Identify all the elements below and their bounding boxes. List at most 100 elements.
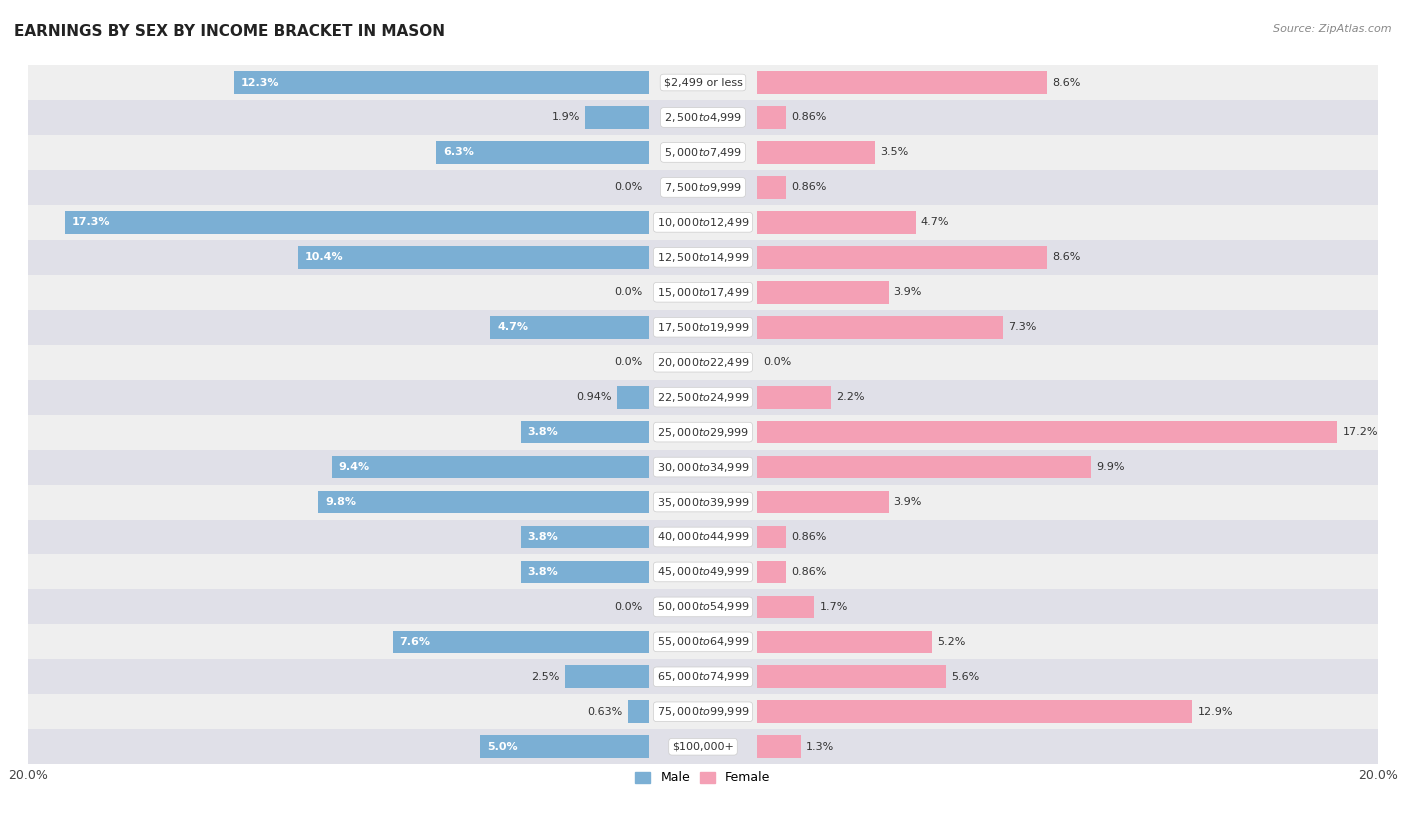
- Text: $25,000 to $29,999: $25,000 to $29,999: [657, 426, 749, 438]
- Text: $100,000+: $100,000+: [672, 741, 734, 752]
- Text: $35,000 to $39,999: $35,000 to $39,999: [657, 496, 749, 508]
- Bar: [28, 624, 1378, 659]
- Bar: [392, 631, 650, 653]
- Text: 1.7%: 1.7%: [820, 602, 848, 612]
- Text: 17.3%: 17.3%: [72, 217, 111, 228]
- Text: $45,000 to $49,999: $45,000 to $49,999: [657, 566, 749, 578]
- Bar: [233, 72, 650, 93]
- Text: 4.7%: 4.7%: [498, 322, 529, 333]
- Bar: [28, 694, 1378, 729]
- Bar: [28, 415, 1378, 450]
- Bar: [756, 631, 932, 653]
- Text: $50,000 to $54,999: $50,000 to $54,999: [657, 601, 749, 613]
- Text: 0.0%: 0.0%: [614, 357, 643, 367]
- Text: 5.2%: 5.2%: [938, 637, 966, 647]
- Bar: [756, 491, 889, 513]
- Bar: [28, 554, 1378, 589]
- Text: $5,000 to $7,499: $5,000 to $7,499: [664, 146, 742, 159]
- Text: 3.5%: 3.5%: [880, 147, 908, 158]
- Bar: [28, 729, 1378, 764]
- Text: 1.3%: 1.3%: [806, 741, 834, 752]
- Text: 0.86%: 0.86%: [792, 182, 827, 193]
- Text: 12.9%: 12.9%: [1198, 706, 1233, 717]
- Bar: [520, 561, 650, 583]
- Bar: [28, 240, 1378, 275]
- Text: $17,500 to $19,999: $17,500 to $19,999: [657, 321, 749, 333]
- Bar: [332, 456, 650, 478]
- Bar: [756, 666, 946, 688]
- Text: 2.2%: 2.2%: [837, 392, 865, 402]
- Bar: [318, 491, 650, 513]
- Bar: [28, 589, 1378, 624]
- Text: 3.9%: 3.9%: [894, 497, 922, 507]
- Bar: [756, 561, 786, 583]
- Text: $22,500 to $24,999: $22,500 to $24,999: [657, 391, 749, 403]
- Bar: [756, 421, 1337, 443]
- Text: 6.3%: 6.3%: [443, 147, 474, 158]
- Text: 0.86%: 0.86%: [792, 112, 827, 123]
- Text: $75,000 to $99,999: $75,000 to $99,999: [657, 706, 749, 718]
- Bar: [756, 107, 786, 128]
- Text: $15,000 to $17,499: $15,000 to $17,499: [657, 286, 749, 298]
- Text: 3.8%: 3.8%: [527, 532, 558, 542]
- Bar: [28, 450, 1378, 485]
- Text: 3.9%: 3.9%: [894, 287, 922, 298]
- Bar: [28, 310, 1378, 345]
- Bar: [28, 275, 1378, 310]
- Text: $30,000 to $34,999: $30,000 to $34,999: [657, 461, 749, 473]
- Bar: [756, 141, 875, 163]
- Bar: [756, 246, 1047, 268]
- Text: 9.4%: 9.4%: [339, 462, 370, 472]
- Bar: [491, 316, 650, 338]
- Bar: [756, 456, 1091, 478]
- Bar: [28, 345, 1378, 380]
- Text: $2,499 or less: $2,499 or less: [664, 77, 742, 88]
- Text: 0.0%: 0.0%: [614, 182, 643, 193]
- Bar: [65, 211, 650, 233]
- Bar: [565, 666, 650, 688]
- Bar: [28, 135, 1378, 170]
- Bar: [520, 526, 650, 548]
- Text: 9.9%: 9.9%: [1097, 462, 1125, 472]
- Text: 0.94%: 0.94%: [576, 392, 612, 402]
- Bar: [756, 211, 915, 233]
- Bar: [298, 246, 650, 268]
- Bar: [436, 141, 650, 163]
- Text: 0.63%: 0.63%: [588, 706, 623, 717]
- Bar: [28, 100, 1378, 135]
- Text: EARNINGS BY SEX BY INCOME BRACKET IN MASON: EARNINGS BY SEX BY INCOME BRACKET IN MAS…: [14, 24, 446, 39]
- Text: 3.8%: 3.8%: [527, 427, 558, 437]
- Text: $12,500 to $14,999: $12,500 to $14,999: [657, 251, 749, 263]
- Text: 0.86%: 0.86%: [792, 567, 827, 577]
- Bar: [520, 421, 650, 443]
- Bar: [756, 176, 786, 198]
- Text: $55,000 to $64,999: $55,000 to $64,999: [657, 636, 749, 648]
- Text: 0.0%: 0.0%: [614, 602, 643, 612]
- Text: 0.86%: 0.86%: [792, 532, 827, 542]
- Text: 8.6%: 8.6%: [1052, 252, 1081, 263]
- Text: 8.6%: 8.6%: [1052, 77, 1081, 88]
- Bar: [756, 596, 814, 618]
- Text: 5.6%: 5.6%: [950, 672, 979, 682]
- Legend: Male, Female: Male, Female: [630, 767, 776, 789]
- Text: 10.4%: 10.4%: [305, 252, 343, 263]
- Text: $2,500 to $4,999: $2,500 to $4,999: [664, 111, 742, 124]
- Bar: [756, 736, 801, 758]
- Bar: [756, 386, 831, 408]
- Text: 0.0%: 0.0%: [614, 287, 643, 298]
- Bar: [585, 107, 650, 128]
- Text: $65,000 to $74,999: $65,000 to $74,999: [657, 671, 749, 683]
- Text: Source: ZipAtlas.com: Source: ZipAtlas.com: [1274, 24, 1392, 34]
- Text: $7,500 to $9,999: $7,500 to $9,999: [664, 181, 742, 193]
- Text: 3.8%: 3.8%: [527, 567, 558, 577]
- Bar: [28, 485, 1378, 520]
- Text: 17.2%: 17.2%: [1343, 427, 1378, 437]
- Text: 4.7%: 4.7%: [921, 217, 949, 228]
- Text: 7.3%: 7.3%: [1008, 322, 1036, 333]
- Bar: [756, 72, 1047, 93]
- Bar: [28, 170, 1378, 205]
- Text: 2.5%: 2.5%: [531, 672, 560, 682]
- Bar: [756, 526, 786, 548]
- Text: 9.8%: 9.8%: [325, 497, 356, 507]
- Bar: [28, 205, 1378, 240]
